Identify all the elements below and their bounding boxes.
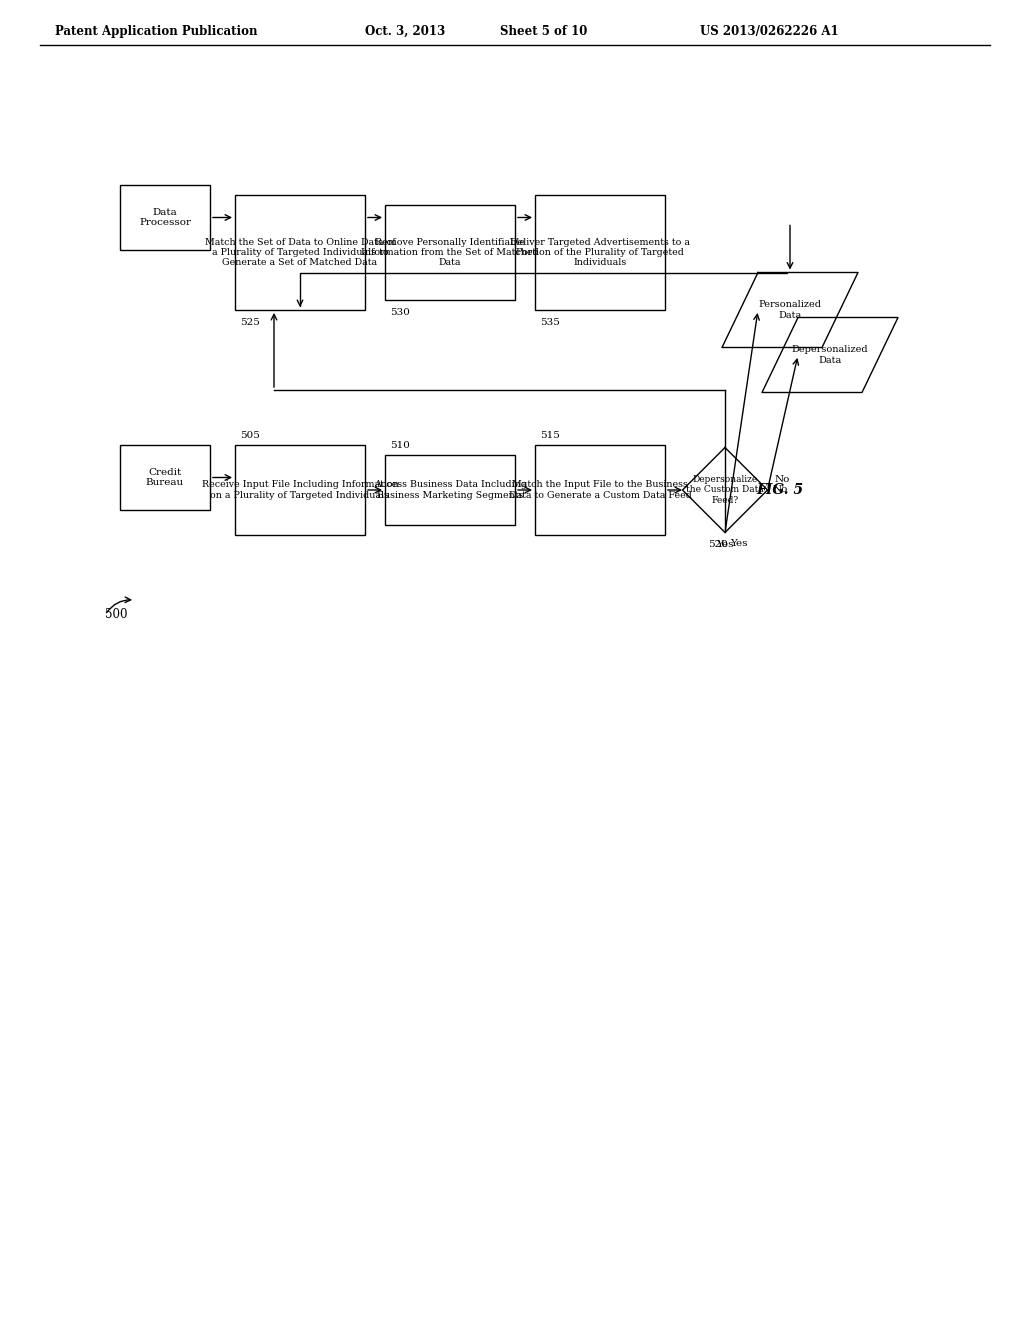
Text: Credit
Bureau: Credit Bureau bbox=[146, 467, 184, 487]
Text: Remove Personally Identifiable
Information from the Set of Matched
Data: Remove Personally Identifiable Informati… bbox=[361, 238, 539, 268]
FancyBboxPatch shape bbox=[120, 185, 210, 249]
Text: Deliver Targeted Advertisements to a
Portion of the Plurality of Targeted
Indivi: Deliver Targeted Advertisements to a Por… bbox=[510, 238, 690, 268]
Text: 535: 535 bbox=[540, 318, 560, 327]
Text: Match the Input File to the Business
Data to Generate a Custom Data Feed: Match the Input File to the Business Dat… bbox=[509, 480, 691, 500]
Text: Personalized
Data: Personalized Data bbox=[759, 300, 821, 319]
Polygon shape bbox=[762, 318, 898, 392]
FancyBboxPatch shape bbox=[120, 445, 210, 510]
FancyBboxPatch shape bbox=[385, 205, 515, 300]
Text: Sheet 5 of 10: Sheet 5 of 10 bbox=[500, 25, 588, 38]
Text: 530: 530 bbox=[390, 308, 410, 317]
Polygon shape bbox=[722, 272, 858, 347]
FancyBboxPatch shape bbox=[234, 445, 365, 535]
Text: Receive Input File Including Information
on a Plurality of Targeted Individuals: Receive Input File Including Information… bbox=[202, 480, 398, 500]
FancyBboxPatch shape bbox=[234, 195, 365, 310]
Text: 520: 520 bbox=[708, 540, 728, 549]
Text: No: No bbox=[772, 486, 787, 495]
FancyBboxPatch shape bbox=[385, 455, 515, 525]
Text: Match the Set of Data to Online Data of
a Plurality of Targeted Individuals to
G: Match the Set of Data to Online Data of … bbox=[205, 238, 395, 268]
Text: No: No bbox=[774, 475, 790, 484]
Text: Yes: Yes bbox=[730, 540, 748, 549]
Text: Oct. 3, 2013: Oct. 3, 2013 bbox=[365, 25, 445, 38]
Text: Depersonalize
the Custom Data
Feed?: Depersonalize the Custom Data Feed? bbox=[686, 475, 764, 504]
FancyBboxPatch shape bbox=[535, 445, 665, 535]
Text: 515: 515 bbox=[540, 432, 560, 440]
Text: Access Business Data Including
Business Marketing Segments: Access Business Data Including Business … bbox=[374, 480, 526, 500]
Text: FIG. 5: FIG. 5 bbox=[757, 483, 804, 498]
Text: 505: 505 bbox=[240, 432, 260, 440]
Text: 500: 500 bbox=[105, 609, 128, 622]
Text: 510: 510 bbox=[390, 441, 410, 450]
FancyBboxPatch shape bbox=[535, 195, 665, 310]
Text: Depersonalized
Data: Depersonalized Data bbox=[792, 346, 868, 364]
Text: Patent Application Publication: Patent Application Publication bbox=[55, 25, 257, 38]
Text: 525: 525 bbox=[240, 318, 260, 327]
Text: Data
Processor: Data Processor bbox=[139, 207, 191, 227]
Text: Yes: Yes bbox=[716, 540, 734, 549]
Text: US 2013/0262226 A1: US 2013/0262226 A1 bbox=[700, 25, 839, 38]
